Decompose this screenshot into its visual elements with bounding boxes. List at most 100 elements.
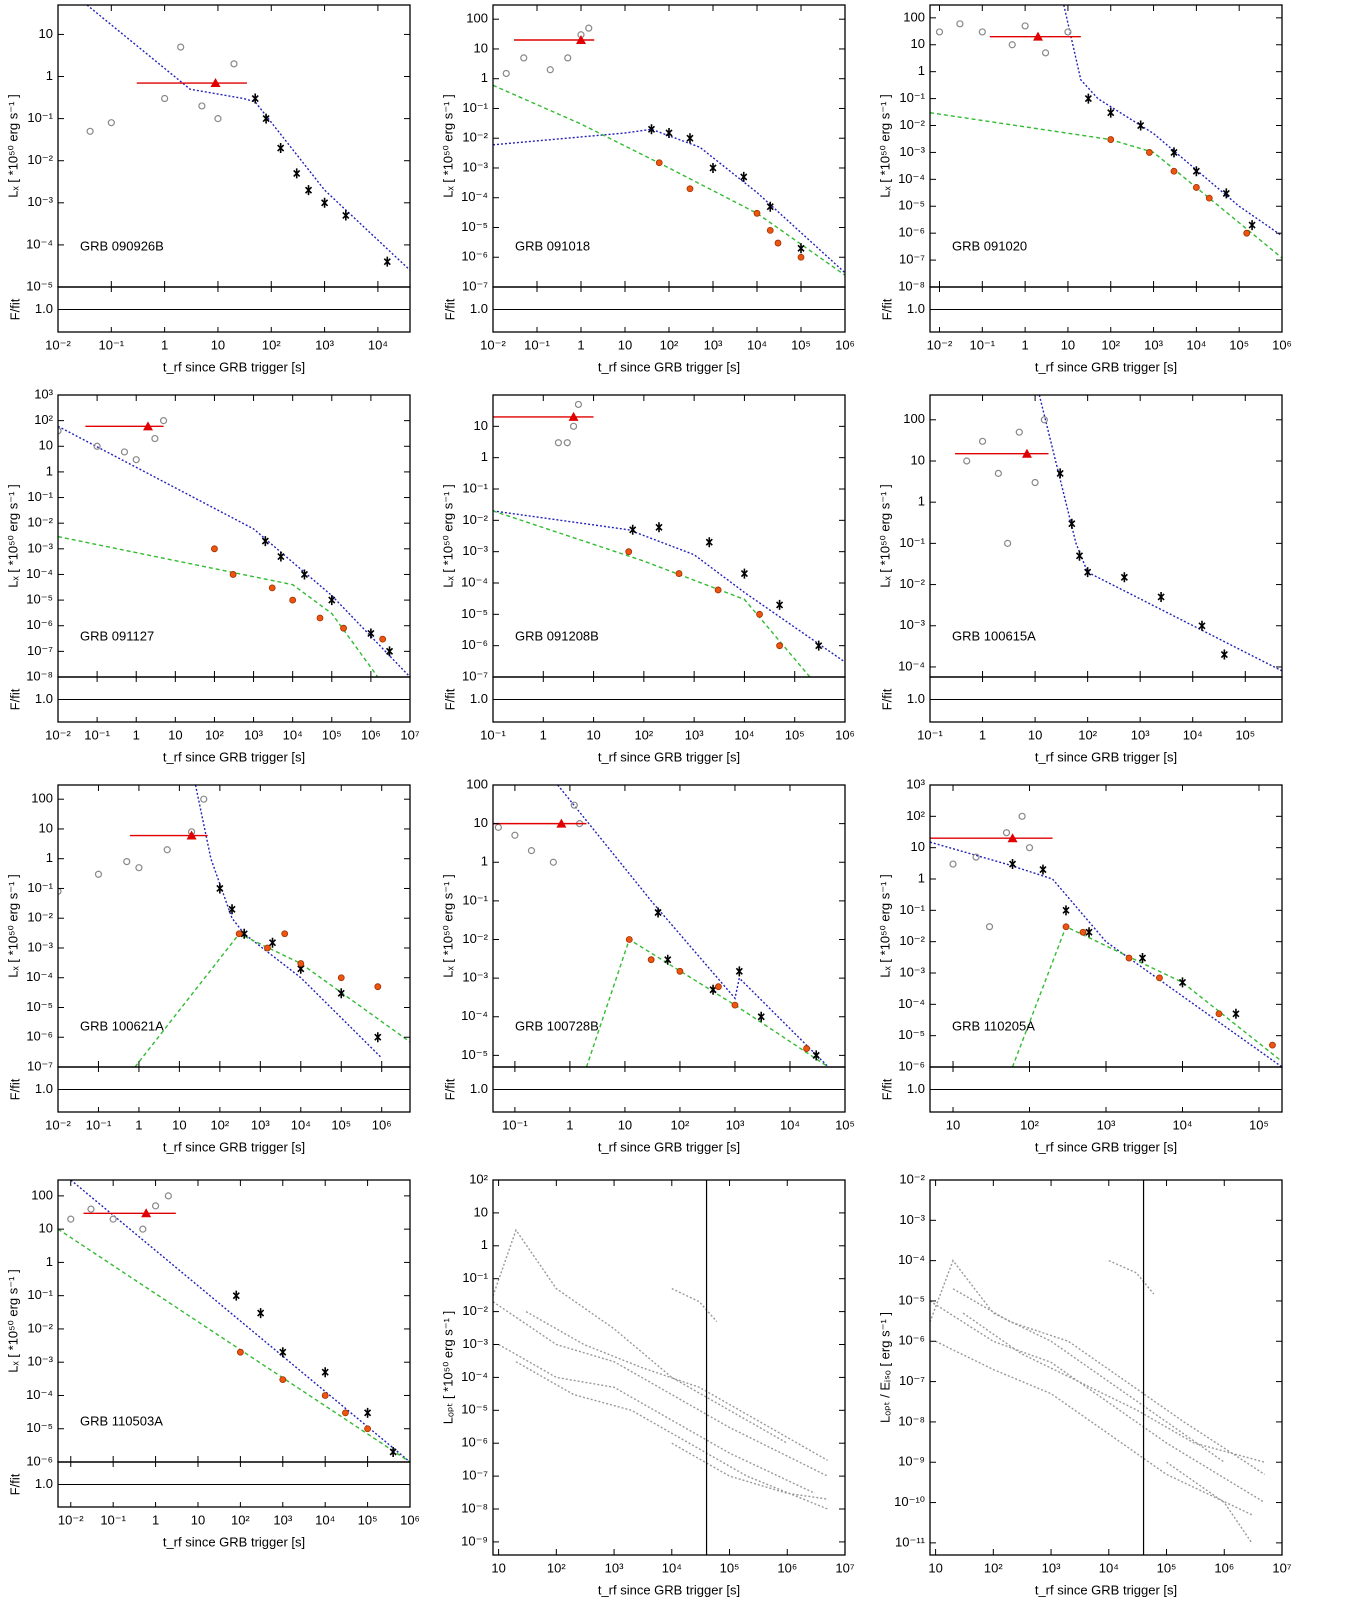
marker xyxy=(1220,649,1228,660)
marker xyxy=(1004,539,1012,547)
y-tick-label: 10 xyxy=(911,452,925,467)
y-tick-label: 10⁻⁵ xyxy=(461,1047,488,1062)
marker xyxy=(665,127,673,138)
marker xyxy=(163,846,171,854)
marker xyxy=(385,646,394,657)
x-axis-label: t_rf since GRB trigger [s] xyxy=(598,1582,740,1597)
marker xyxy=(774,239,782,247)
marker xyxy=(655,522,663,533)
y-tick-label: 10⁻⁴ xyxy=(26,1387,53,1402)
residual-tick-label: 1.0 xyxy=(35,691,53,706)
x-tick-label: 1 xyxy=(161,337,168,352)
x-tick-label: 10³ xyxy=(1144,337,1163,352)
plot-frame xyxy=(57,4,411,288)
marker xyxy=(1192,166,1200,177)
x-tick-label: 1 xyxy=(1022,337,1029,352)
marker xyxy=(1085,927,1093,938)
x-tick-label: 10³ xyxy=(1042,1560,1061,1575)
marker xyxy=(211,545,218,553)
marker xyxy=(107,119,115,127)
residual-label: F/fit xyxy=(7,1473,22,1495)
marker xyxy=(511,831,519,839)
x-tick-label: 10³ xyxy=(1131,727,1150,742)
y-tick-label: 10⁻³ xyxy=(27,939,53,954)
marker xyxy=(549,858,557,866)
marker xyxy=(379,635,387,643)
marker xyxy=(494,823,502,831)
x-tick-label: 10³ xyxy=(244,727,263,742)
x-axis-label: t_rf since GRB trigger [s] xyxy=(598,749,740,764)
marker xyxy=(556,818,567,828)
model-line xyxy=(194,785,383,1059)
marker xyxy=(1084,93,1092,104)
plot-area xyxy=(493,785,829,1067)
x-tick-label: 10² xyxy=(1020,1117,1039,1132)
marker xyxy=(1008,859,1017,870)
x-tick-label: 10⁻¹ xyxy=(480,727,506,742)
x-tick-label: 10⁵ xyxy=(835,1117,855,1132)
x-tick-label: 10 xyxy=(491,1560,505,1575)
marker xyxy=(1170,167,1178,175)
marker xyxy=(564,54,572,62)
x-axis-label: t_rf since GRB trigger [s] xyxy=(1035,749,1177,764)
x-tick-label: 10⁶ xyxy=(400,1512,420,1527)
residual-label: F/fit xyxy=(7,688,22,710)
x-tick-label: 10⁶ xyxy=(835,337,855,352)
marker xyxy=(316,614,324,622)
x-tick-label: 10⁴ xyxy=(734,727,754,742)
y-tick-label: 10⁻¹ xyxy=(899,535,925,550)
x-tick-label: 10 xyxy=(946,1117,960,1132)
x-tick-label: 10³ xyxy=(605,1560,624,1575)
marker xyxy=(625,548,633,556)
marker xyxy=(740,171,748,182)
x-axis-label: t_rf since GRB trigger [s] xyxy=(1035,1139,1177,1154)
y-tick-label: 10⁻¹ xyxy=(462,100,488,115)
x-tick-label: 10⁴ xyxy=(291,1117,311,1132)
marker xyxy=(655,159,663,167)
y-axis-label: Lₓ [ *10⁵⁰ erg s⁻¹ ] xyxy=(877,874,892,977)
x-tick-label: 10⁻¹ xyxy=(98,337,124,352)
x-tick-label: 1 xyxy=(979,727,986,742)
marker xyxy=(1018,812,1026,820)
marker xyxy=(585,24,593,32)
y-tick-label: 100 xyxy=(31,791,53,806)
x-tick-label: 10⁴ xyxy=(283,727,303,742)
panel-title: GRB 091020 xyxy=(952,238,1027,253)
marker xyxy=(1232,1008,1240,1019)
y-tick-label: 10⁻⁵ xyxy=(26,1420,53,1435)
y-tick-label: 10⁻⁷ xyxy=(27,1058,53,1073)
residual-label: F/fit xyxy=(442,688,457,710)
residual-label: F/fit xyxy=(879,298,894,320)
residual-label: F/fit xyxy=(7,1078,22,1100)
y-tick-label: 10⁻⁴ xyxy=(461,189,488,204)
y-tick-label: 10⁻⁷ xyxy=(462,668,488,683)
x-tick-label: 10⁴ xyxy=(1099,1560,1119,1575)
marker xyxy=(576,34,586,44)
y-tick-label: 10² xyxy=(906,808,925,823)
plot-frame xyxy=(57,784,411,1068)
marker xyxy=(300,569,309,580)
marker xyxy=(1064,28,1072,36)
marker xyxy=(1039,864,1047,875)
x-tick-label: 10⁻² xyxy=(58,1512,84,1527)
marker xyxy=(1215,1010,1223,1018)
marker xyxy=(647,124,656,135)
x-tick-label: 10² xyxy=(210,1117,229,1132)
x-tick-label: 10³ xyxy=(251,1117,270,1132)
y-axis-label: Lₓ [ *10⁵⁰ erg s⁻¹ ] xyxy=(5,874,20,977)
marker xyxy=(985,923,994,931)
model-line xyxy=(525,1310,828,1462)
y-tick-label: 10⁻⁴ xyxy=(26,236,53,251)
y-tick-label: 10⁻⁸ xyxy=(898,1413,925,1428)
marker xyxy=(230,60,238,68)
marker xyxy=(1107,136,1115,143)
marker xyxy=(364,1425,371,1433)
marker xyxy=(293,168,301,179)
residual-label: F/fit xyxy=(442,1078,457,1100)
y-tick-label: 1 xyxy=(481,70,488,85)
panel: 1.0 F/fit 10⁻² 10⁻¹ 1 10 10² 10³ 10⁴ 10⁵ 10⁶ 10⁷ 10⁻… xyxy=(5,386,419,764)
x-axis-label: t_rf since GRB trigger [s] xyxy=(1035,359,1177,374)
plot-frame xyxy=(492,784,846,1068)
x-tick-label: 10 xyxy=(928,1560,942,1575)
x-tick-label: 1 xyxy=(135,1117,142,1132)
